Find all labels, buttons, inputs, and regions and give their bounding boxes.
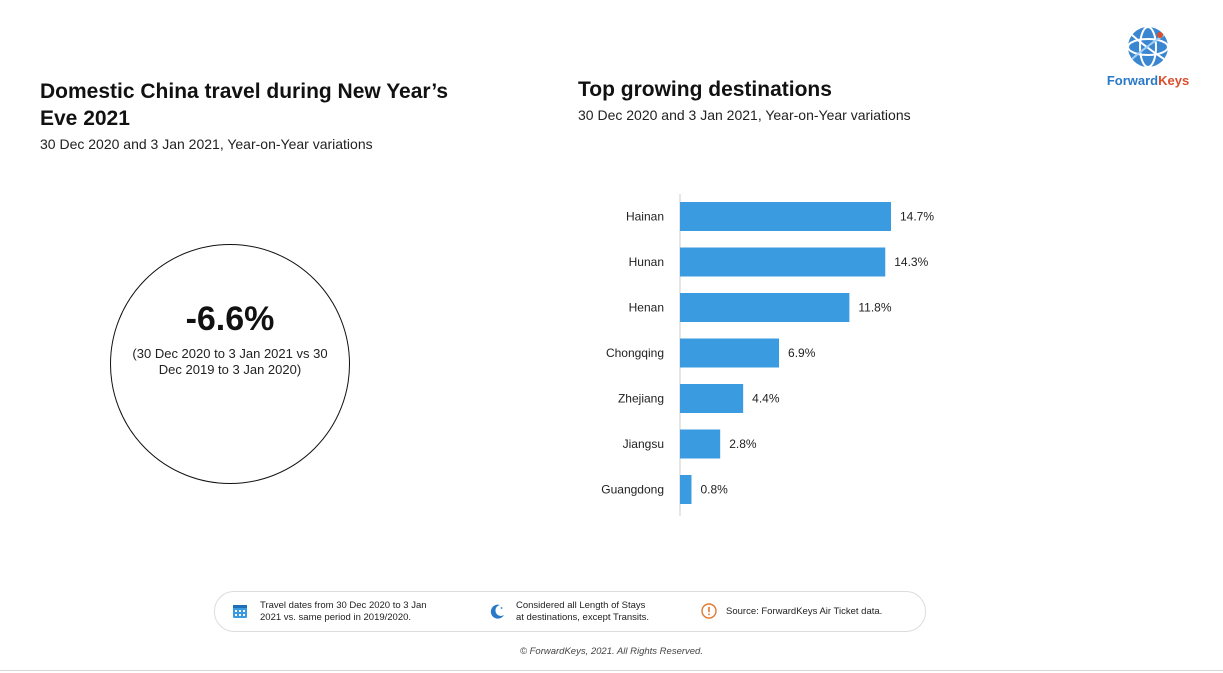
chart-subtitle: 30 Dec 2020 and 3 Jan 2021, Year-on-Year… — [578, 107, 911, 123]
moon-icon — [490, 604, 504, 619]
category-label: Jiangsu — [623, 437, 664, 451]
bar-zhejiang — [680, 384, 744, 413]
category-label: Guangdong — [601, 483, 664, 497]
bottom-divider — [0, 670, 1223, 671]
value-label: 6.9% — [788, 346, 816, 360]
info-source-text: Source: ForwardKeys Air Ticket data. — [726, 606, 883, 617]
bar-hainan — [680, 202, 891, 231]
value-label: 14.3% — [894, 255, 928, 269]
category-label: Hainan — [626, 210, 664, 224]
info-dates-line-1: Travel dates from 30 Dec 2020 to 3 Jan — [260, 600, 427, 611]
category-label: Chongqing — [606, 346, 664, 360]
category-label: Hunan — [629, 255, 664, 269]
kpi-note: (30 Dec 2020 to 3 Jan 2021 vs 30 Dec 201… — [132, 346, 328, 377]
info-stays-text: Considered all Length of Stays at destin… — [516, 600, 649, 624]
domestic-travel-subtitle: 30 Dec 2020 and 3 Jan 2021, Year-on-Year… — [40, 136, 373, 152]
bar-hunan — [680, 247, 886, 277]
bar-jiangsu — [680, 429, 721, 459]
info-stays-line-1: Considered all Length of Stays — [516, 600, 646, 611]
logo-forward-text: Forward — [1106, 73, 1159, 88]
category-label: Henan — [629, 301, 664, 315]
bar-chongqing — [680, 338, 780, 368]
calendar-icon — [233, 605, 247, 618]
value-label: 0.8% — [700, 483, 728, 497]
globe-icon — [1127, 26, 1169, 68]
alert-icon — [701, 603, 717, 619]
logo-keys-text: Keys — [1158, 73, 1190, 88]
kpi-circle — [110, 244, 350, 484]
value-label: 4.4% — [752, 392, 780, 406]
value-label: 14.7% — [900, 210, 934, 224]
kpi-value: -6.6% — [185, 300, 275, 338]
bar-guangdong — [680, 475, 692, 504]
domestic-travel-title: Domestic China travel during New Year’s … — [40, 80, 449, 130]
info-pill — [214, 591, 926, 632]
chart-title: Top growing destinations — [578, 78, 832, 101]
category-label: Zhejiang — [618, 392, 664, 406]
info-stays-line-2: at destinations, except Transits. — [516, 612, 650, 623]
copyright-text: © ForwardKeys, 2021. All Rights Reserved… — [519, 646, 703, 657]
destinations-bar-chart: Hainan 14.7% Hunan 14.3% Henan 11.8% Chongqing… — [601, 194, 934, 516]
value-label: 2.8% — [729, 437, 757, 451]
forwardkeys-logo: ForwardKeys — [1098, 73, 1198, 88]
value-label: 11.8% — [858, 301, 891, 315]
info-dates-text: Travel dates from 30 Dec 2020 to 3 Jan 2… — [260, 600, 427, 624]
info-dates-line-2: 2021 vs. same period in 2019/2020. — [260, 612, 412, 623]
bar-henan — [680, 293, 850, 322]
